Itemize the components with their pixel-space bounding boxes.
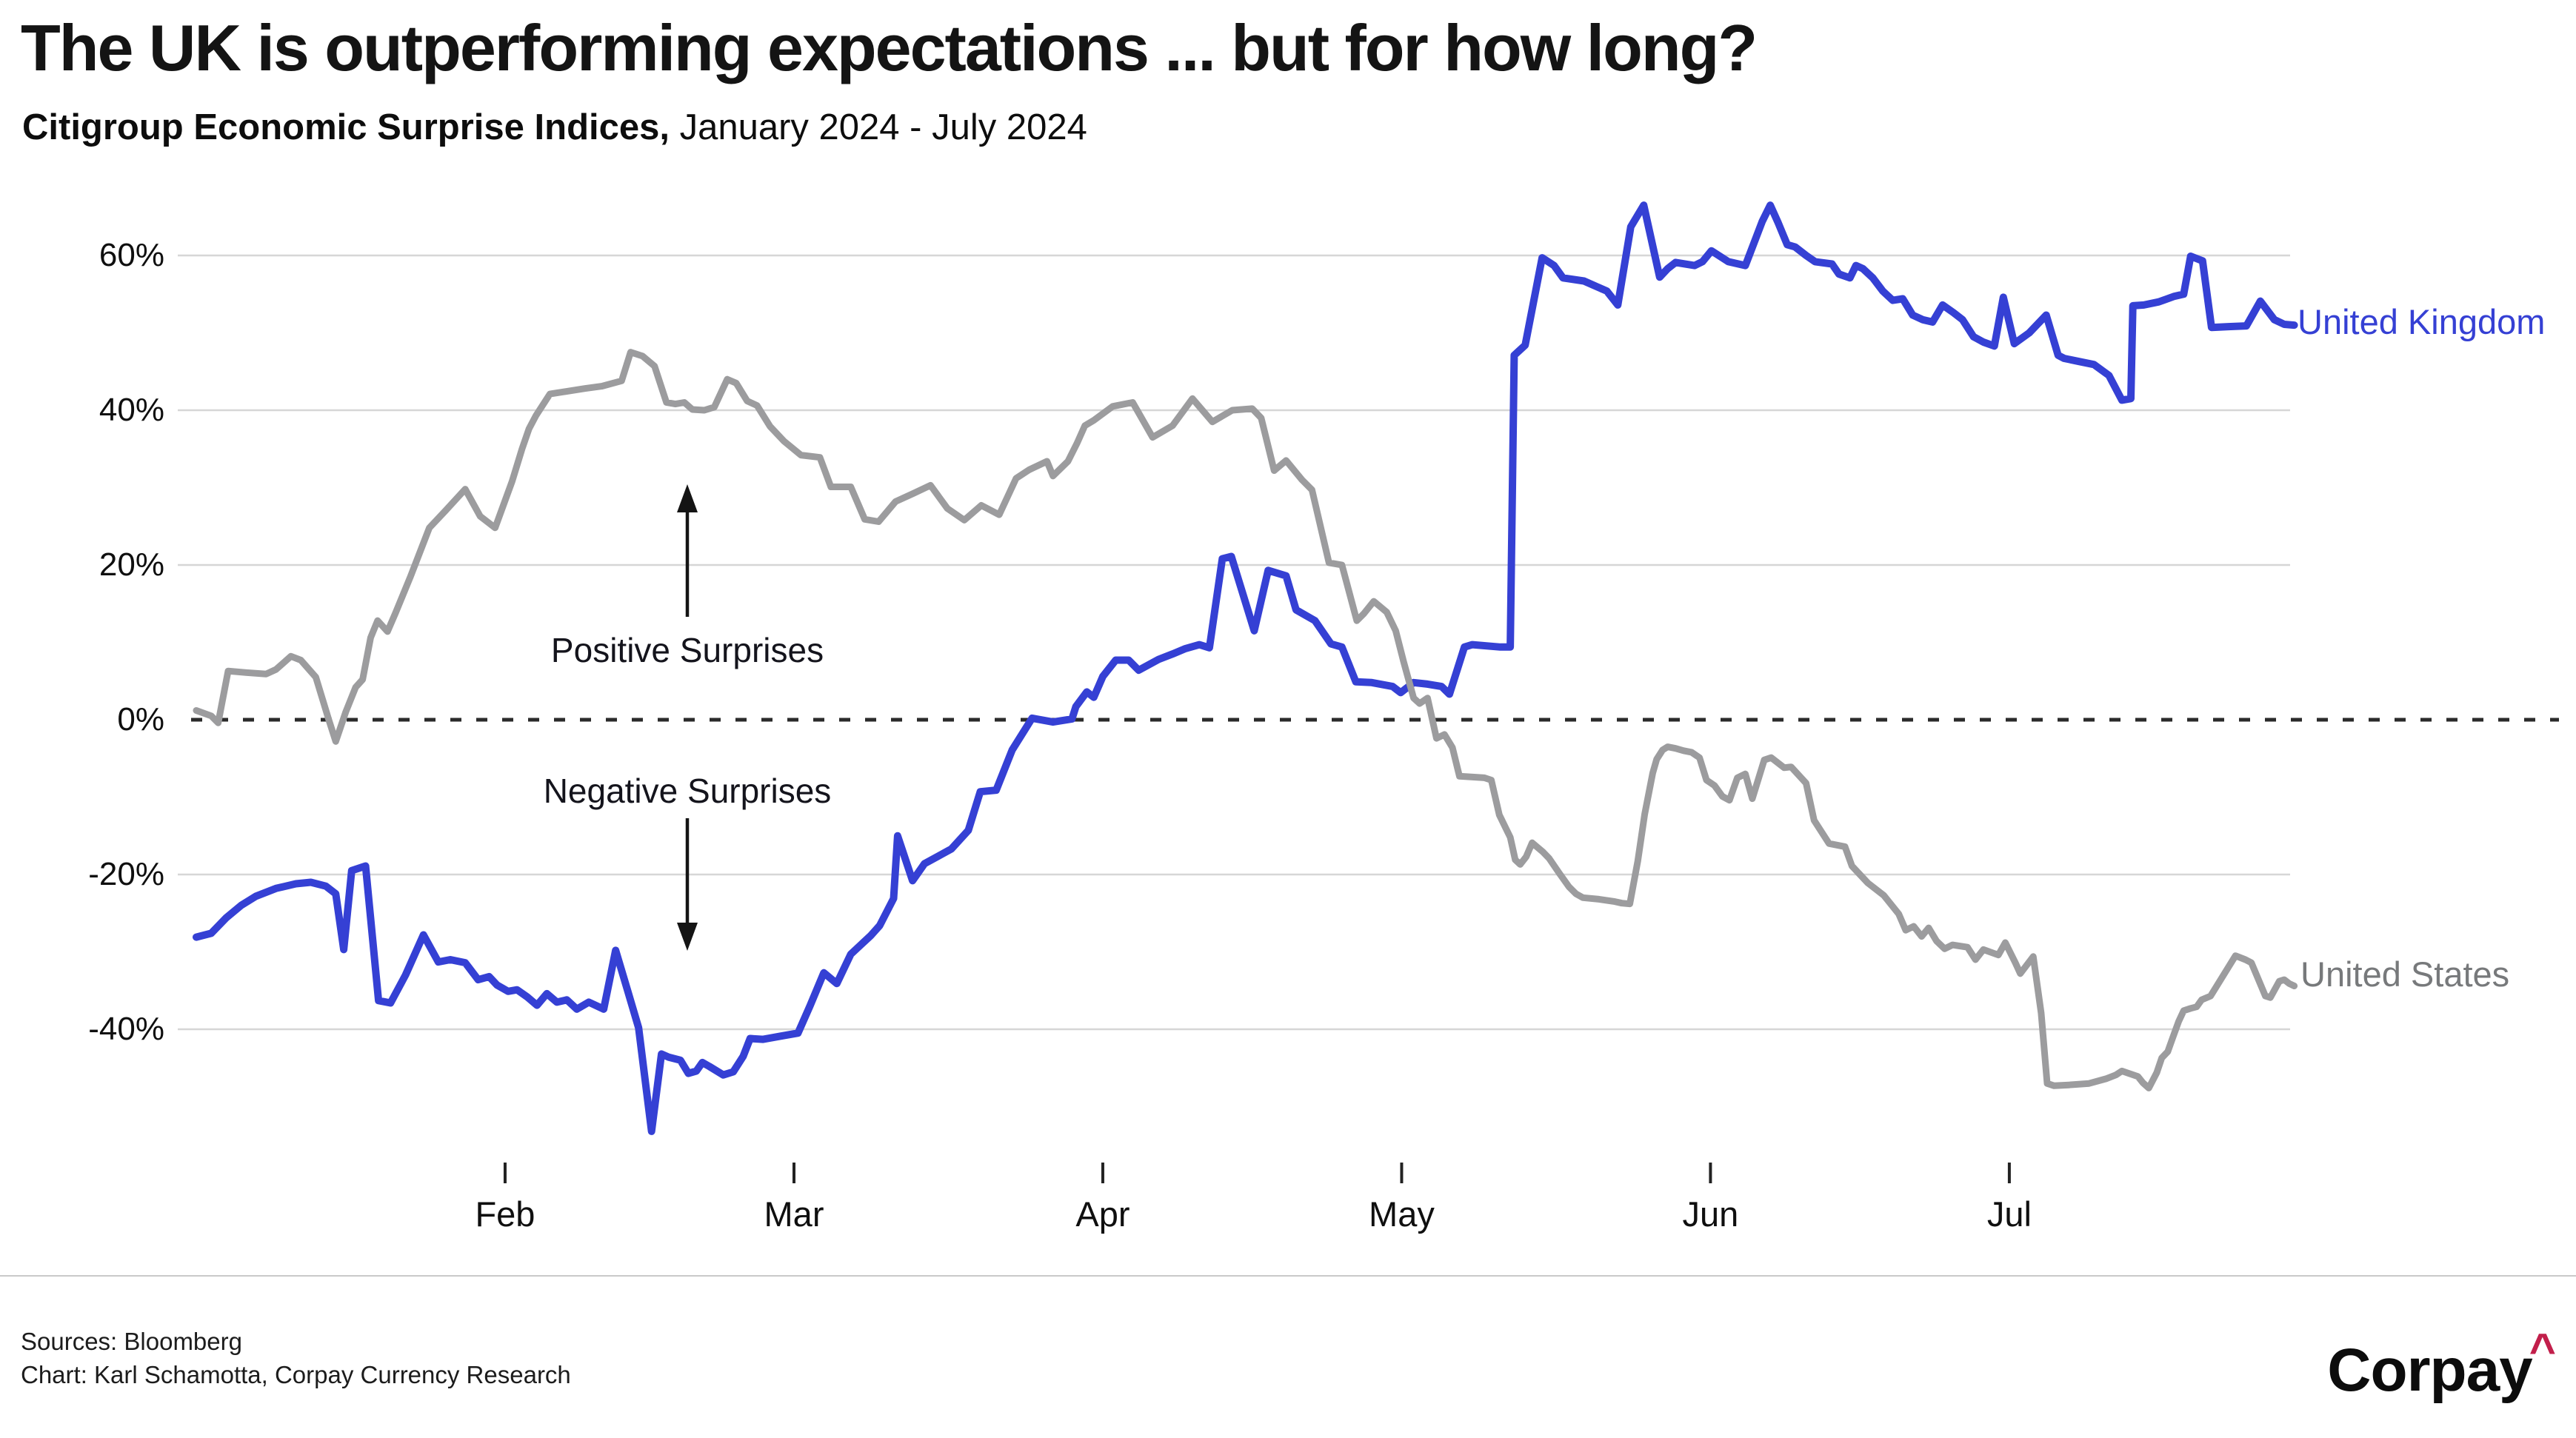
corpay-caret-icon: ^ (2529, 1325, 2556, 1376)
gridlines (178, 254, 2290, 1031)
y-axis-label-60: 60% (99, 237, 164, 273)
x-axis-label-apr: Apr (1075, 1194, 1130, 1234)
negative-surprises-annotation: Negative Surprises (543, 772, 832, 810)
positive-surprises-annotation: Positive Surprises (550, 631, 824, 669)
corpay-logo-text: Corpay (2327, 1337, 2533, 1404)
x-axis-label-jun: Jun (1682, 1194, 1739, 1234)
y-axis-label-neg20: -20% (88, 856, 164, 892)
footer-divider (0, 1275, 2576, 1277)
legend-united-states: United States (2300, 954, 2510, 994)
down-arrow-icon (677, 818, 698, 951)
x-axis-label-may: May (1369, 1194, 1435, 1234)
us-series-line (193, 349, 2298, 1091)
y-axis-label-40: 40% (99, 392, 164, 428)
footer-sources: Sources: Bloomberg (21, 1328, 242, 1355)
legend-united-kingdom: United Kingdom (2298, 302, 2546, 341)
page-title: The UK is outperforming expectations ...… (21, 11, 1758, 84)
x-axis-ticks (503, 1163, 2011, 1183)
corpay-logo: Corpay^ (2327, 1324, 2556, 1405)
subtitle-index-name: Citigroup Economic Surprise Indices, (22, 107, 670, 147)
x-axis-label-feb: Feb (475, 1194, 535, 1234)
y-axis-label-20: 20% (99, 546, 164, 583)
y-axis-label-neg40: -40% (88, 1011, 164, 1047)
y-axis-label-0: 0% (117, 701, 164, 738)
footer-credit: Chart: Karl Schamotta, Corpay Currency R… (21, 1361, 571, 1388)
x-axis-label-jul: Jul (1986, 1194, 2032, 1234)
page-subtitle: Citigroup Economic Surprise Indices, Jan… (22, 107, 1087, 148)
data-series-lines (193, 201, 2298, 1135)
x-axis-label-mar: Mar (764, 1194, 824, 1234)
up-arrow-icon (677, 484, 698, 617)
uk-series-line (193, 201, 2298, 1135)
subtitle-date-range: January 2024 - July 2024 (670, 107, 1087, 147)
